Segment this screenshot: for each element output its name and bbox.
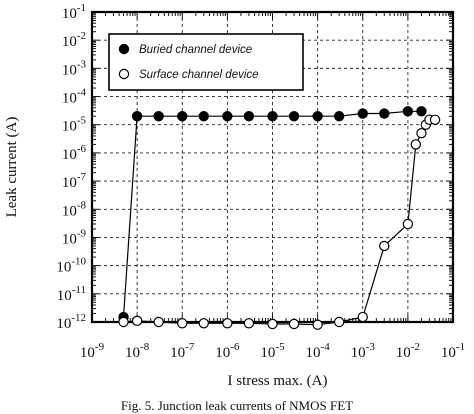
legend-box bbox=[108, 33, 304, 91]
y-tick-label: 10-11 bbox=[57, 284, 86, 304]
y-tick-label: 10-6 bbox=[62, 143, 87, 163]
x-tick-label: 10-6 bbox=[215, 341, 240, 361]
surface-data-point bbox=[402, 218, 414, 230]
surface-data-point bbox=[243, 318, 255, 329]
surface-data-point bbox=[410, 139, 422, 150]
surface-data-point bbox=[312, 319, 323, 330]
legend-label: Surface channel device bbox=[139, 69, 259, 81]
y-tick-label: 10-5 bbox=[62, 115, 87, 135]
surface-data-point bbox=[222, 318, 233, 329]
legend-marker bbox=[118, 43, 130, 55]
surface-data-point bbox=[357, 311, 368, 323]
buried-data-point bbox=[177, 111, 188, 122]
y-tick-label: 10-1 bbox=[62, 2, 86, 22]
surface-data-point bbox=[333, 316, 345, 328]
buried-series-line bbox=[122, 110, 422, 318]
x-tick-label: 10-7 bbox=[170, 341, 195, 361]
y-tick-label: 10-12 bbox=[56, 312, 86, 332]
buried-data-point bbox=[402, 106, 414, 117]
y-tick-label: 10-4 bbox=[62, 87, 87, 107]
y-tick-label: 10-8 bbox=[62, 199, 87, 219]
surface-data-point bbox=[131, 315, 143, 327]
buried-data-point bbox=[222, 111, 233, 122]
x-tick-label: 10-8 bbox=[125, 341, 150, 361]
buried-data-point bbox=[243, 111, 255, 122]
x-tick-label: 10-2 bbox=[396, 341, 420, 361]
surface-data-point bbox=[429, 114, 441, 125]
y-tick-label: 10-9 bbox=[62, 227, 87, 247]
x-tick-label: 10-9 bbox=[80, 341, 105, 361]
buried-data-point bbox=[357, 108, 368, 119]
y-tick-label: 10-3 bbox=[62, 58, 87, 78]
y-axis-title: Leak current (A) bbox=[4, 117, 20, 218]
buried-data-point bbox=[288, 111, 300, 122]
x-tick-label: 10-3 bbox=[351, 341, 376, 361]
plot-area: 10-9 10-8 10-7 10-6 10-5 10-4 10-3 10-2 10-1 10-1… bbox=[4, 2, 465, 389]
buried-data-point bbox=[131, 111, 143, 122]
legend-label: Buried channel device bbox=[139, 44, 252, 56]
x-tick-label: 10-5 bbox=[260, 341, 285, 361]
legend: Buried channel device Surface channel dev… bbox=[108, 33, 304, 91]
surface-data-point bbox=[379, 240, 390, 252]
legend-marker bbox=[118, 68, 130, 80]
buried-data-point bbox=[267, 111, 278, 122]
buried-data-point bbox=[416, 106, 427, 117]
surface-data-point bbox=[267, 318, 278, 330]
surface-data-point bbox=[288, 318, 300, 330]
surface-data-point bbox=[177, 318, 188, 329]
x-axis-title: I stress max. (A) bbox=[228, 373, 328, 389]
surface-data-point bbox=[416, 128, 427, 139]
buried-data-point bbox=[379, 108, 390, 119]
figure-caption: Fig. 5. Junction leak currents of NMOS F… bbox=[120, 398, 354, 413]
surface-data-point bbox=[198, 318, 209, 329]
buried-data-point bbox=[198, 111, 209, 122]
buried-data-point bbox=[312, 111, 323, 122]
x-tick-label: 10-1 bbox=[441, 341, 465, 361]
x-tick-label: 10-4 bbox=[306, 341, 331, 361]
y-tick-label: 10-10 bbox=[56, 256, 86, 276]
y-tick-label: 10-2 bbox=[62, 30, 86, 50]
buried-data-point bbox=[153, 111, 164, 122]
surface-data-point bbox=[153, 316, 164, 328]
buried-data-point bbox=[333, 111, 345, 122]
surface-data-point bbox=[118, 316, 129, 328]
y-tick-label: 10-7 bbox=[62, 171, 87, 191]
